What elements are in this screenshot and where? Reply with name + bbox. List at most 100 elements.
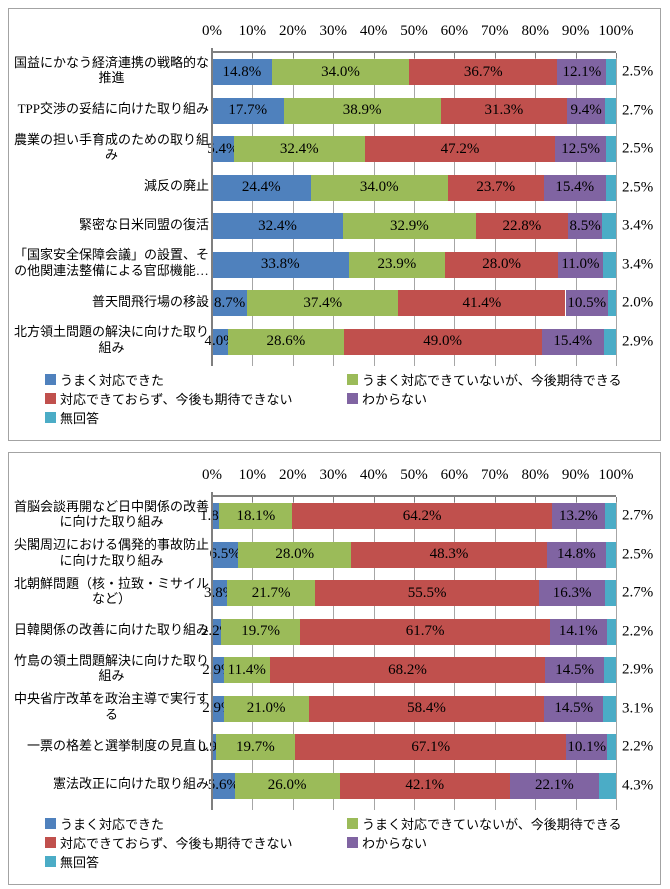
data-label: 2.2%: [622, 738, 654, 755]
category-label-text: 日韓関係の改善に向けた取り組み: [13, 622, 209, 637]
legend-label: 対応できておらず、今後も期待できない: [60, 392, 293, 407]
bar-segment-1: 2.2%: [201, 618, 232, 645]
legend-item: 対応できておらず、今後も期待できない: [45, 389, 347, 408]
category-axis-line: [211, 48, 213, 366]
data-label: 32.4%: [258, 217, 297, 234]
data-label: 68.2%: [388, 661, 427, 678]
data-label: 36.7%: [463, 63, 503, 80]
legend-item: うまく対応できた: [45, 370, 347, 389]
data-label: 38.9%: [342, 102, 382, 118]
legend-label: うまく対応できていないが、今後期待できる: [362, 373, 622, 388]
x-axis-tick-label: 90%: [561, 23, 590, 39]
x-axis-tick-label: 80%: [521, 467, 549, 483]
x-axis-tick-label: 10%: [238, 467, 267, 483]
legend-item: わからない: [347, 833, 649, 852]
data-label: 2.5%: [622, 63, 654, 80]
category-label-text: 北方領土問題の解決に向けた取り 組み: [13, 324, 209, 355]
gridline: [414, 53, 415, 366]
data-label: 32.4%: [279, 140, 319, 157]
legend-marker-icon: [347, 818, 358, 829]
bar-segment-2: 21.7%: [227, 580, 315, 606]
legend-label: うまく対応できた: [60, 817, 165, 832]
bar-segment-1: 2.9%: [202, 657, 233, 683]
bar-segment-2: 37.4%: [247, 290, 399, 316]
legend-marker-icon: [45, 412, 56, 423]
bar-segment-4: 15.4%: [543, 174, 606, 201]
bar-segment-4: 14.5%: [544, 695, 604, 722]
bar-row: 5.6% 26.0% 42.1% 22.1% 4.3%: [208, 767, 653, 806]
legend: うまく対応できた うまく対応できていないが、今後期待できる対応できておらず、今後も…: [45, 370, 649, 427]
data-label: 14.1%: [558, 623, 598, 639]
data-label: 18.1%: [236, 507, 276, 524]
bar-segment-3: 31.3%: [440, 97, 568, 124]
bar-segment-2: 34.0%: [271, 59, 410, 85]
category-axis: 国益にかなう経済連携の戦略的な 推進 TPP交渉の妥結に向けた取り組み 農業の担い手…: [13, 51, 209, 359]
data-label: 22.8%: [502, 217, 542, 234]
bar-segment-3: 22.8%: [475, 213, 568, 239]
data-label: 34.0%: [321, 63, 360, 80]
x-axis: 0% 10% 20% 30% 40% 50% 60% 70% 80% 90% 100%: [202, 23, 634, 43]
data-label: 33.8%: [260, 256, 300, 272]
bar-row: 3.8% 21.7% 55.5% 16.3% 2.7%: [204, 574, 653, 613]
bar-segment-2: 32.4%: [233, 136, 365, 162]
axis-tick-mark: [373, 53, 375, 58]
gridline: [333, 53, 335, 366]
bar-row: 5.4% 32.4% 47.2% 12.5% 2.5%: [207, 130, 653, 169]
bar-row: 32.4% 32.9% 22.8% 8.5% 3.4%: [212, 207, 653, 246]
data-label: 14.5%: [554, 700, 594, 716]
gridline: [616, 53, 617, 366]
plot-area: 1.8% 18.1% 64.2% 13.2% 2.7% 6.5% 28.0% 48.3% 14.…: [198, 492, 653, 810]
bar-segment-4: 14.8%: [546, 541, 607, 568]
bar-segment-3: 28.0%: [445, 251, 559, 278]
data-label: 12.5%: [561, 140, 601, 157]
category-label: 憲法改正に向けた取り組み: [13, 765, 209, 804]
x-axis-tick-label: 80%: [521, 23, 549, 39]
bar-row: 2.2% 19.7% 61.7% 14.1% 2.2%: [201, 613, 653, 652]
x-axis-tick-label: 10%: [238, 23, 267, 39]
bar-segment-5: [603, 328, 616, 355]
chart-panel-top: 0% 10% 20% 30% 40% 50% 60% 70% 80% 90% 100% 国益にかなう…: [8, 8, 661, 441]
data-label: 26.0%: [267, 777, 307, 793]
data-label: 34.0%: [359, 179, 399, 195]
category-label: 緊密な日米同盟の復活: [13, 205, 209, 244]
category-label: TPP交渉の妥結に向けた取り組み: [13, 90, 209, 129]
x-axis-tick-label: 0%: [202, 23, 222, 39]
bar-segment-3: 55.5%: [315, 580, 540, 606]
data-label: 19.7%: [236, 738, 275, 755]
data-label: 2.7%: [622, 584, 654, 601]
gridline: [494, 497, 496, 810]
axis-tick-mark: [454, 497, 456, 502]
legend-marker-icon: [347, 374, 358, 385]
data-label: 10.1%: [567, 738, 607, 755]
legend-label: わからない: [362, 392, 428, 407]
axis-tick-mark: [292, 53, 294, 58]
data-label: 28.0%: [482, 256, 522, 272]
axis-tick-mark: [414, 497, 415, 502]
category-axis-line: [211, 492, 213, 810]
category-label: 一票の格差と選挙制度の見直し: [13, 726, 209, 765]
bar-segment-1: 17.7%: [212, 97, 284, 124]
category-label-text: 減反の廃止: [143, 178, 209, 193]
bar-segment-3: 61.7%: [300, 618, 550, 645]
gridline: [414, 497, 415, 810]
data-label: 47.2%: [440, 140, 480, 157]
legend-label: 無回答: [60, 855, 100, 870]
category-label: 中央省庁改革を政治主導で実行す る: [13, 688, 209, 727]
legend-item: 対応できておらず、今後も期待できない: [45, 833, 347, 852]
data-label: 3.1%: [622, 700, 654, 717]
x-axis-tick-label: 30%: [319, 23, 347, 39]
bar-segment-1: 24.4%: [212, 174, 311, 201]
bar-segment-3: 47.2%: [364, 136, 556, 162]
bar-segment-4: 15.4%: [541, 328, 604, 355]
gridline: [535, 53, 537, 366]
category-label-text: TPP交渉の妥結に向けた取り組み: [17, 101, 209, 116]
bar-segment-5: [602, 251, 617, 278]
legend-item: 無回答: [45, 852, 347, 871]
gridline: [373, 497, 375, 810]
data-label: 15.4%: [555, 179, 595, 195]
x-axis-tick-label: 70%: [481, 467, 509, 483]
axis-tick-mark: [333, 497, 335, 502]
bar-segment-4: 9.4%: [567, 97, 606, 124]
data-label: 14.5%: [555, 661, 594, 678]
bar-segment-2: 23.9%: [348, 251, 446, 278]
